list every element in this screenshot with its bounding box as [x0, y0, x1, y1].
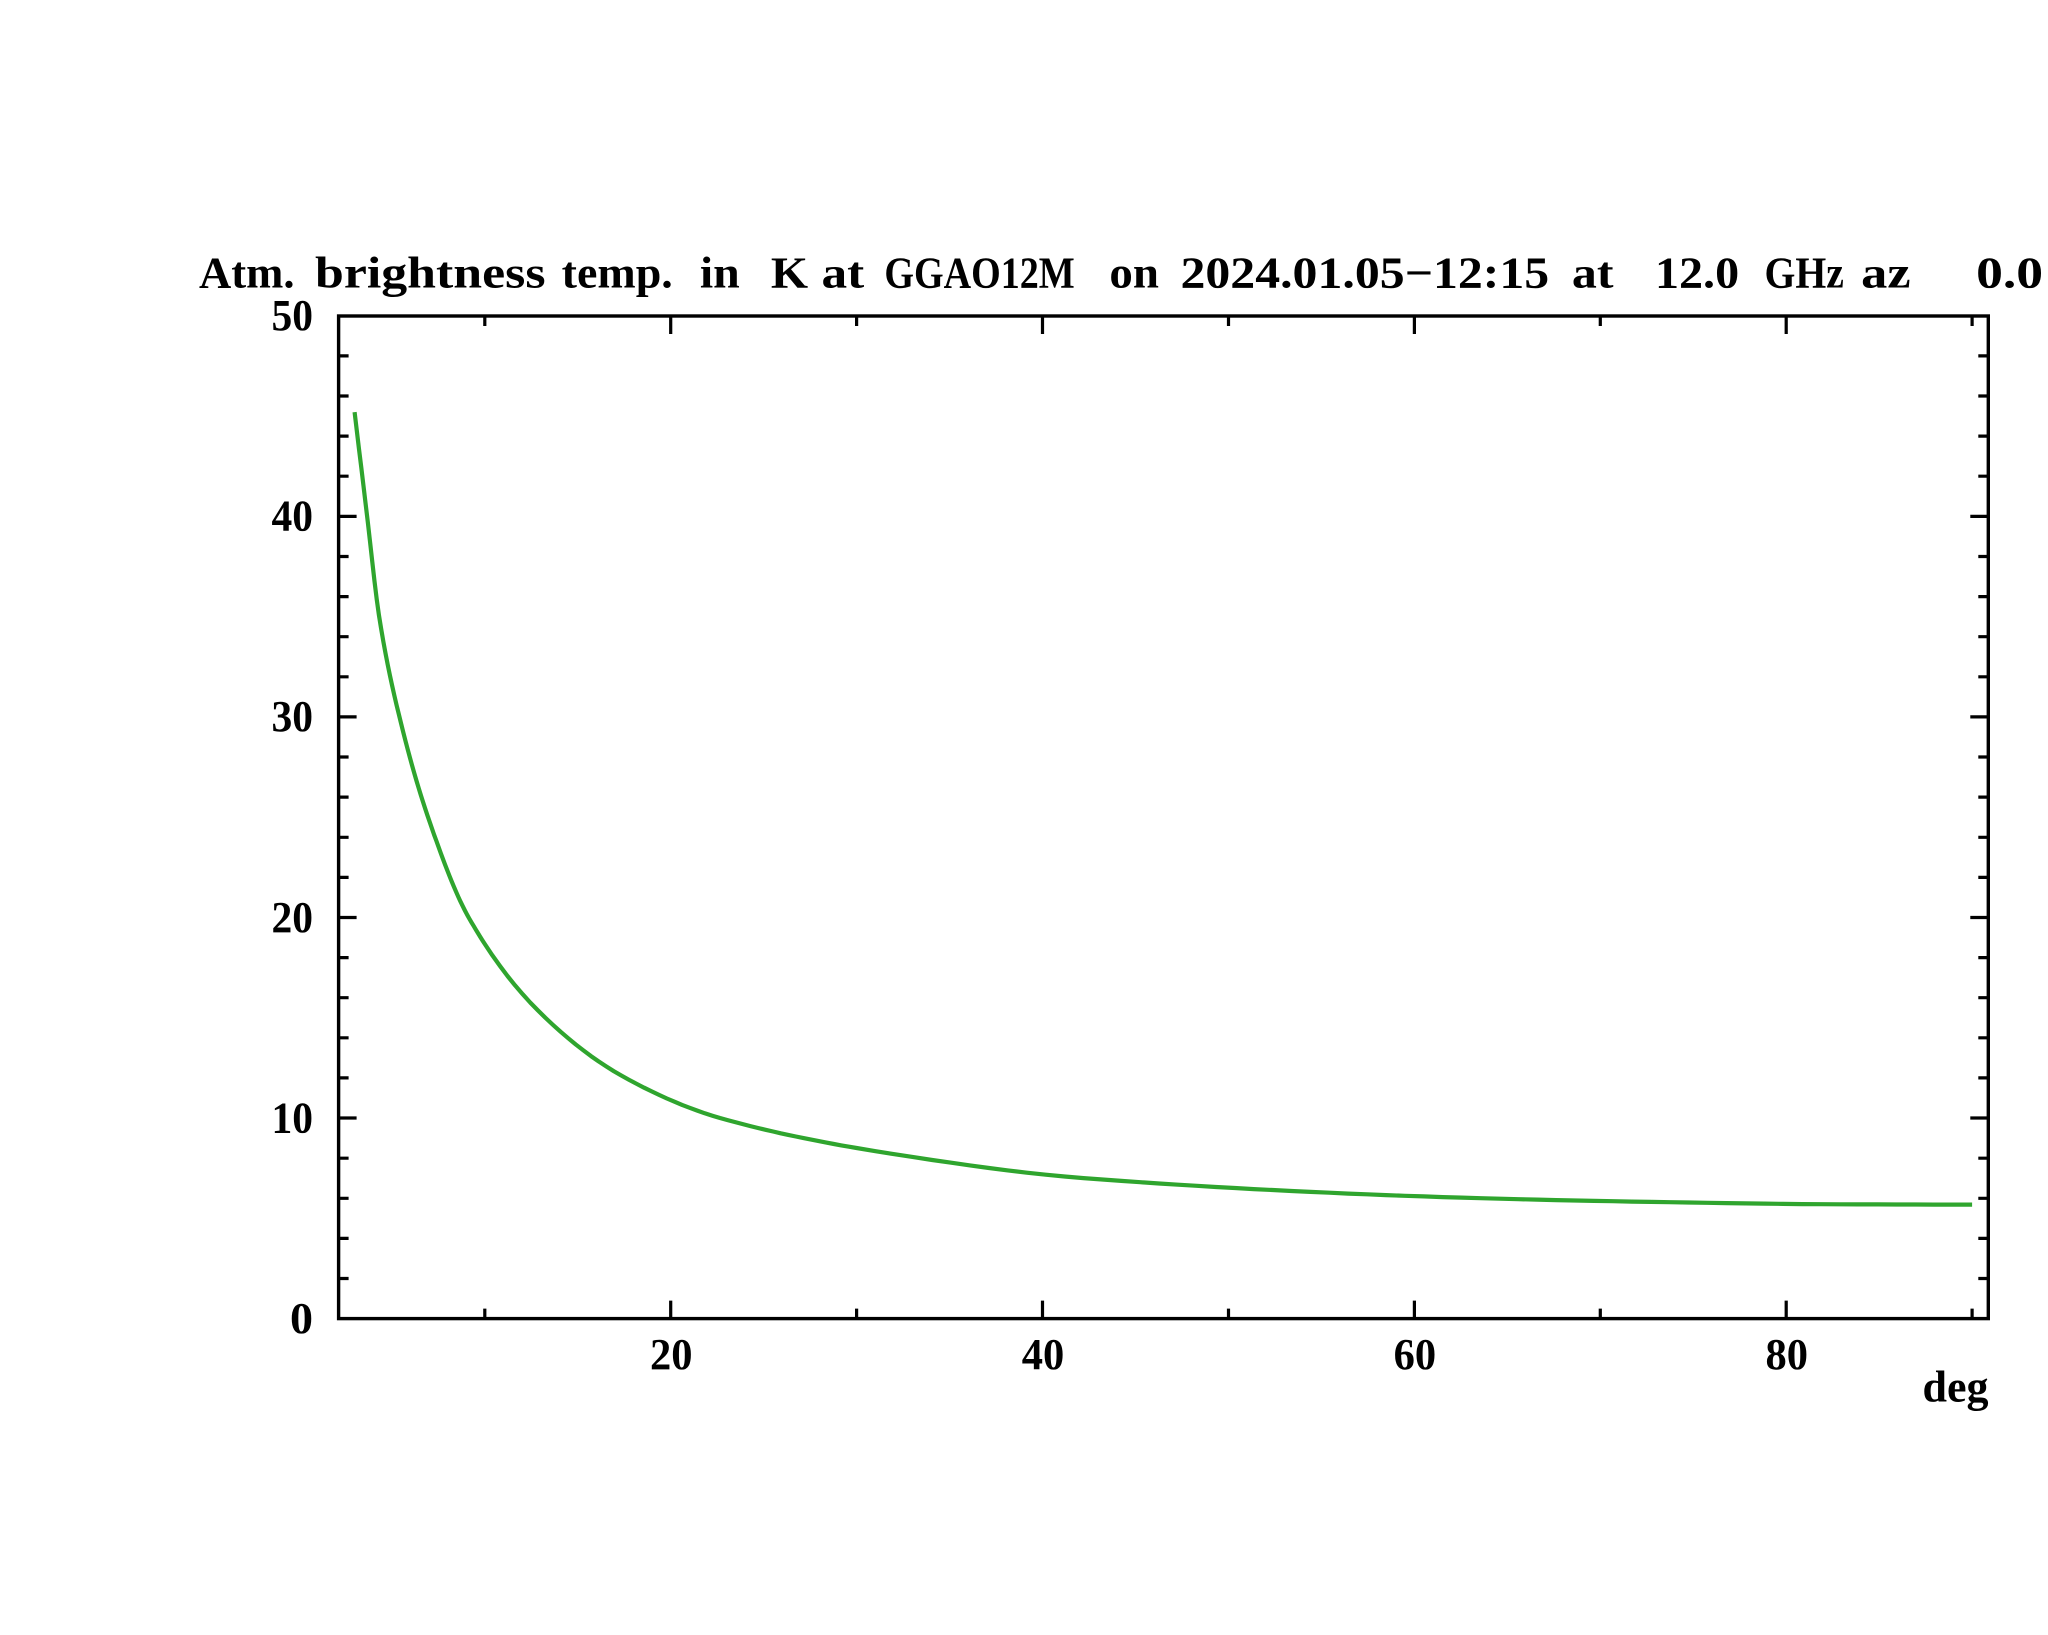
svg-text:20: 20 — [650, 1330, 693, 1379]
svg-text:80: 80 — [1765, 1330, 1808, 1379]
svg-text:0: 0 — [290, 1294, 313, 1343]
svg-text:GGAO12M: GGAO12M — [884, 249, 1074, 298]
svg-text:50: 50 — [272, 291, 314, 340]
svg-text:40: 40 — [1022, 1330, 1065, 1379]
svg-text:60: 60 — [1394, 1330, 1437, 1379]
svg-text:Atm.: Atm. — [199, 249, 295, 298]
svg-text:at: at — [1572, 249, 1614, 298]
svg-text:deg: deg — [1923, 1362, 1989, 1411]
svg-text:K: K — [771, 249, 808, 298]
svg-text:12.0: 12.0 — [1655, 249, 1739, 298]
svg-text:0.0: 0.0 — [1976, 249, 2043, 298]
svg-text:30: 30 — [272, 692, 314, 741]
svg-text:brightness: brightness — [315, 249, 546, 298]
svg-text:az: az — [1861, 249, 1910, 298]
svg-text:on: on — [1109, 249, 1159, 298]
svg-text:temp.: temp. — [562, 249, 673, 298]
svg-text:at: at — [822, 249, 865, 298]
svg-text:2024.01.05−12:15: 2024.01.05−12:15 — [1181, 249, 1550, 298]
svg-text:10: 10 — [272, 1093, 314, 1142]
svg-text:in: in — [700, 249, 740, 298]
svg-text:20: 20 — [272, 893, 314, 942]
svg-text:40: 40 — [272, 492, 314, 541]
svg-text:GHz: GHz — [1765, 249, 1844, 298]
